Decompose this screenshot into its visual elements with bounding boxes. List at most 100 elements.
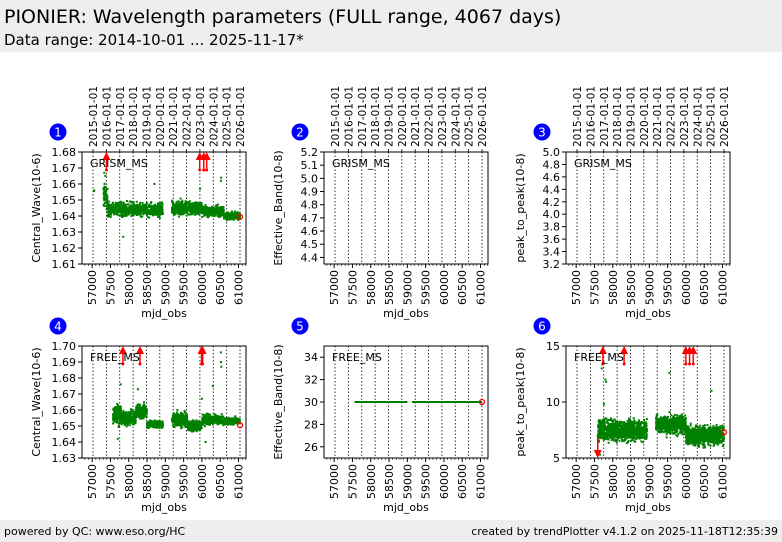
data-point [217,215,220,218]
data-point [119,411,122,414]
data-point [221,212,224,215]
date-tick-label: 2025-01-01 [706,86,718,147]
data-point [111,208,114,211]
data-point [186,208,189,211]
data-point [175,420,178,423]
data-point [109,204,112,207]
data-point [116,406,119,409]
x-tick-label: 58500 [625,270,638,305]
data-point [209,421,212,424]
data-point [176,413,179,416]
data-point [173,210,176,213]
outlier-marker [202,168,206,172]
data-point [238,418,241,421]
data-point [142,204,145,207]
data-point [179,416,182,419]
data-point [232,417,235,420]
data-point [106,215,109,218]
data-point [201,413,204,416]
data-point [207,212,210,215]
data-point [219,361,222,363]
data-point [191,212,194,215]
data-point [102,187,105,190]
data-point [173,421,176,424]
data-point [144,408,147,411]
data-point [122,411,125,414]
data-point [188,425,191,428]
data-point [125,209,128,212]
data-point [185,211,188,214]
data-point [154,203,157,206]
data-point [391,401,394,403]
date-tick-label: 2023-01-01 [195,86,207,147]
data-point [183,421,186,424]
data-point [186,202,189,205]
data-point [135,200,138,203]
data-point [202,211,205,214]
data-point [158,419,161,422]
data-point [116,419,119,422]
data-point [198,213,201,216]
data-point [140,416,143,419]
data-point [358,401,361,403]
data-point [198,421,201,424]
data-point [158,422,161,425]
x-tick-label: 57000 [570,270,583,305]
data-point [186,211,189,214]
data-point [124,206,127,209]
data-point [178,414,181,417]
data-point [186,207,189,210]
data-point [156,426,159,429]
data-point [174,213,177,216]
data-point [194,203,197,206]
data-point [153,213,156,216]
data-point [219,214,222,217]
y-tick-label: 4.9 [301,186,319,199]
data-point [206,420,209,423]
data-point [146,206,149,209]
x-tick-label: 61000 [233,464,246,499]
panel-number: 4 [54,320,62,334]
data-point [159,422,162,425]
data-point [128,209,131,212]
data-point [117,404,120,407]
data-point [127,421,130,424]
data-point [158,207,161,210]
data-point [232,217,235,220]
data-point [172,412,175,415]
data-point [115,412,118,415]
data-point [146,208,149,211]
data-point [115,421,118,424]
y-tick-label: 4.7 [301,212,319,225]
data-point [120,420,123,423]
data-point [120,414,123,417]
date-tick-label: 2026-01-01 [477,86,489,147]
data-point [105,193,108,196]
data-point [188,420,191,423]
date-tick-label: 2019-01-01 [141,86,153,147]
data-point [225,214,228,217]
data-point [132,202,135,205]
data-point [196,428,199,431]
data-point [130,201,133,204]
data-point [138,209,141,212]
data-point [158,213,161,216]
data-point [201,210,204,213]
data-point [104,201,107,204]
data-point [103,171,106,174]
data-point [198,206,201,209]
date-tick-label: 2026-01-01 [235,86,247,147]
data-point [387,401,390,403]
x-tick-label: 61000 [717,270,730,305]
data-point [173,206,176,209]
data-point [145,416,148,419]
data-point [204,211,207,214]
data-point [129,420,132,423]
data-point [132,410,135,413]
data-point [128,416,131,419]
data-point [123,415,126,418]
data-point [136,388,139,391]
data-point [199,421,202,424]
data-point [397,401,400,403]
figure: 1 2015-01-01 2016-01-01 2017-01-01 2018-01-0… [30,86,731,514]
